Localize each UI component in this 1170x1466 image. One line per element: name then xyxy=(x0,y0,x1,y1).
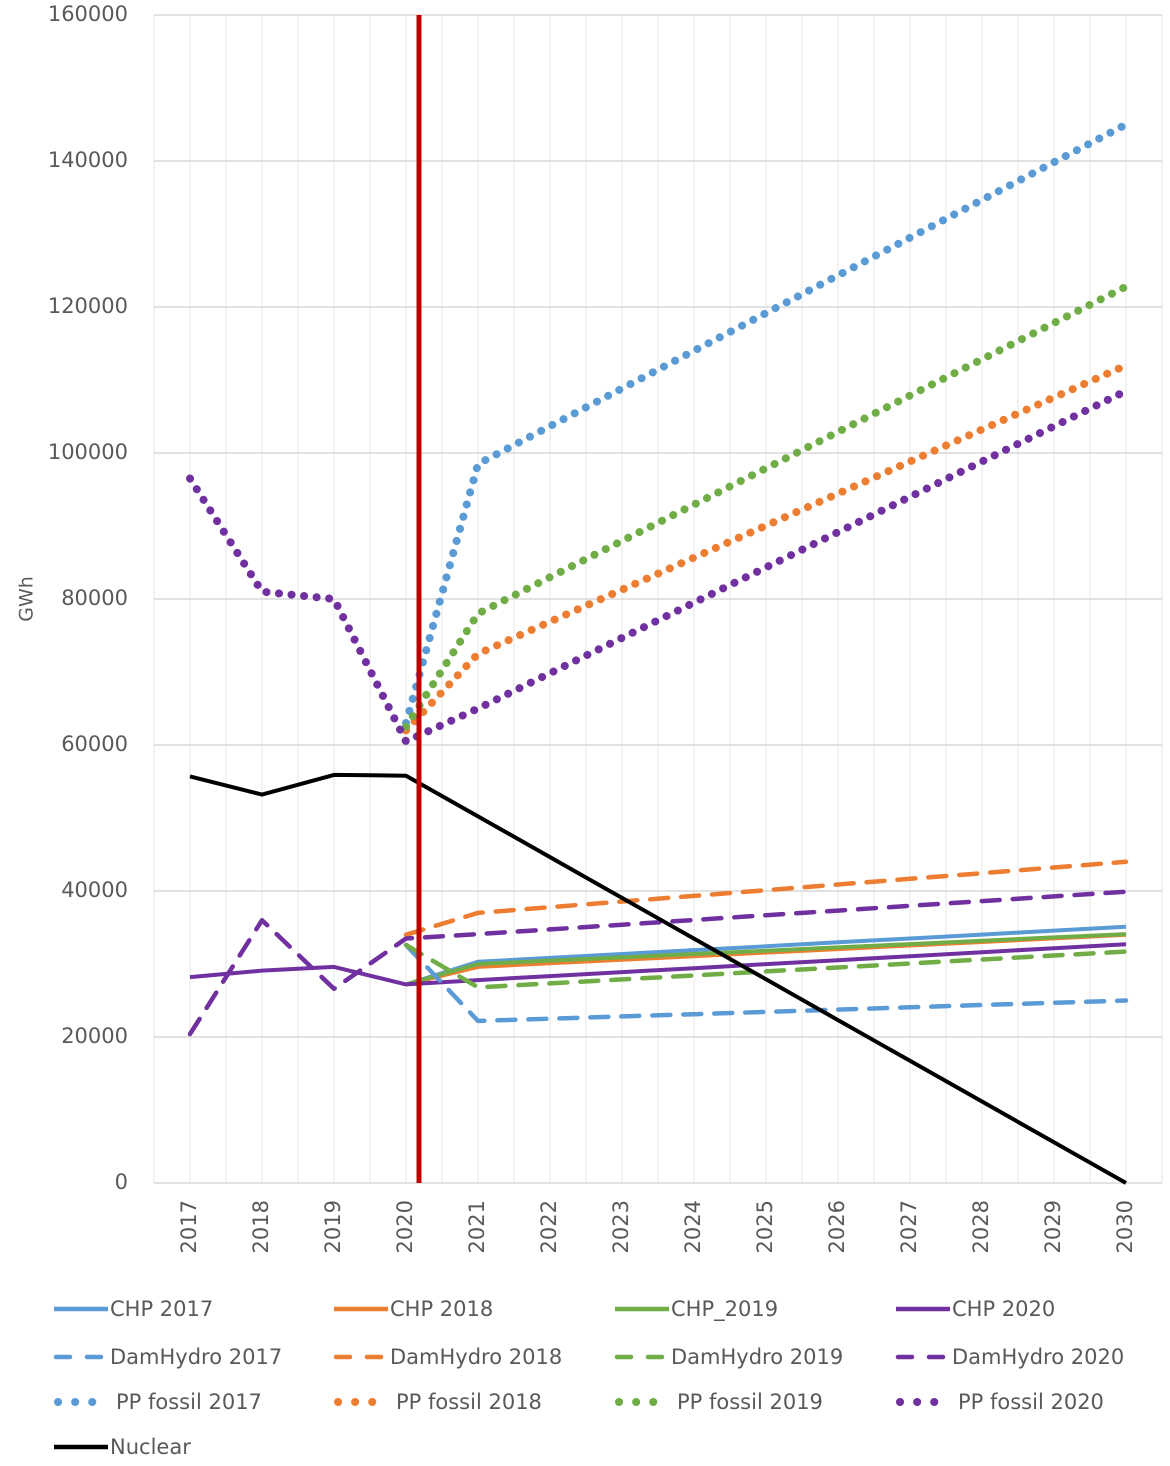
series-line-nuclear xyxy=(189,772,1127,1185)
y-tick-label: 0 xyxy=(115,1170,128,1194)
legend-label: DamHydro 2020 xyxy=(952,1345,1125,1369)
legend-swatch xyxy=(333,1354,388,1360)
legend-label: PP fossil 2018 xyxy=(396,1390,542,1414)
series-line-damhydro-2019 xyxy=(403,942,1129,990)
x-tick-label: 2029 xyxy=(1041,1200,1065,1253)
legend-swatch xyxy=(615,1398,665,1406)
x-tick-label: 2020 xyxy=(393,1200,417,1253)
legend-item: DamHydro 2018 xyxy=(330,1342,562,1372)
legend-label: CHP 2018 xyxy=(390,1297,494,1321)
legend-item: DamHydro 2019 xyxy=(611,1342,843,1372)
y-tick-label: 160000 xyxy=(48,2,128,26)
series-line-damhydro-2020 xyxy=(187,889,1129,1037)
x-tick-label: 2024 xyxy=(681,1200,705,1253)
series-line-pp-fossil-2017 xyxy=(402,120,1130,728)
legend-swatch xyxy=(896,1398,946,1406)
x-tick-label: 2021 xyxy=(465,1200,489,1253)
x-tick-label: 2028 xyxy=(969,1200,993,1253)
y-axis-title: GWh xyxy=(16,576,38,622)
x-tick-label: 2026 xyxy=(825,1200,849,1253)
x-axis-ticks: 2017 2018 2019 2020 2021 2022 2023 2024 2025 2026… xyxy=(177,1200,1137,1253)
series-line-damhydro-2017 xyxy=(403,942,1129,1024)
x-tick-label: 2027 xyxy=(897,1200,921,1253)
x-tick-label: 2019 xyxy=(321,1200,345,1253)
legend-swatch xyxy=(896,1306,950,1312)
legend-swatch xyxy=(895,1354,950,1360)
series-line-pp-fossil-2018 xyxy=(402,361,1130,735)
legend-item: Nuclear xyxy=(50,1432,191,1462)
series-line-chp-2020 xyxy=(189,942,1127,987)
legend-label: CHP 2020 xyxy=(952,1297,1056,1321)
legend-swatch xyxy=(53,1354,108,1360)
legend-item: DamHydro 2020 xyxy=(892,1342,1124,1372)
x-tick-label: 2023 xyxy=(609,1200,633,1253)
y-tick-label: 40000 xyxy=(61,878,128,902)
legend-swatch xyxy=(615,1306,669,1312)
series-line-chp-2017 xyxy=(405,924,1127,987)
legend-item: CHP_2019 xyxy=(611,1294,778,1324)
legend-label: DamHydro 2018 xyxy=(390,1345,563,1369)
legend-swatch xyxy=(614,1354,669,1360)
y-axis-ticks: 0 20000 40000 60000 80000 100000 120000 140000 1… xyxy=(48,2,128,1194)
legend-item: CHP 2020 xyxy=(892,1294,1055,1324)
y-tick-label: 100000 xyxy=(48,440,128,464)
legend-label: CHP 2017 xyxy=(110,1297,214,1321)
legend-label: PP fossil 2017 xyxy=(116,1390,262,1414)
legend-label: PP fossil 2020 xyxy=(958,1390,1104,1414)
legend-label: CHP_2019 xyxy=(671,1297,779,1321)
x-tick-label: 2030 xyxy=(1113,1200,1137,1253)
x-tick-label: 2025 xyxy=(753,1200,777,1253)
y-tick-label: 140000 xyxy=(48,148,128,172)
legend-label: PP fossil 2019 xyxy=(677,1390,823,1414)
legend-label: Nuclear xyxy=(110,1435,191,1459)
y-tick-label: 20000 xyxy=(61,1024,128,1048)
y-tick-label: 60000 xyxy=(61,732,128,756)
line-chart: 0 20000 40000 60000 80000 100000 120000 140000 1… xyxy=(16,2,1163,1253)
legend-swatch xyxy=(54,1398,104,1406)
series-line-chp-2019 xyxy=(405,932,1127,987)
legend-item: PP fossil 2020 xyxy=(892,1387,1104,1417)
legend-swatch xyxy=(54,1444,108,1450)
series-line-pp-fossil-2020 xyxy=(186,387,1130,746)
series-line-damhydro-2018 xyxy=(403,859,1129,938)
legend-item: PP fossil 2019 xyxy=(611,1387,823,1417)
legend-swatch xyxy=(334,1398,384,1406)
legend-swatch xyxy=(54,1306,108,1312)
series-lines xyxy=(186,120,1130,1185)
y-tick-label: 80000 xyxy=(61,586,128,610)
legend-swatch xyxy=(334,1306,388,1312)
gridlines xyxy=(153,14,1163,1184)
x-tick-label: 2018 xyxy=(249,1200,273,1253)
series-line-pp-fossil-2019 xyxy=(402,282,1130,731)
legend-item: PP fossil 2018 xyxy=(330,1387,542,1417)
legend-label: DamHydro 2017 xyxy=(110,1345,283,1369)
y-tick-label: 120000 xyxy=(48,294,128,318)
legend-item: DamHydro 2017 xyxy=(50,1342,282,1372)
legend-item: CHP 2017 xyxy=(50,1294,213,1324)
legend-label: DamHydro 2019 xyxy=(671,1345,844,1369)
legend-item: PP fossil 2017 xyxy=(50,1387,262,1417)
x-tick-label: 2017 xyxy=(177,1200,201,1253)
legend-item: CHP 2018 xyxy=(330,1294,493,1324)
x-tick-label: 2022 xyxy=(537,1200,561,1253)
